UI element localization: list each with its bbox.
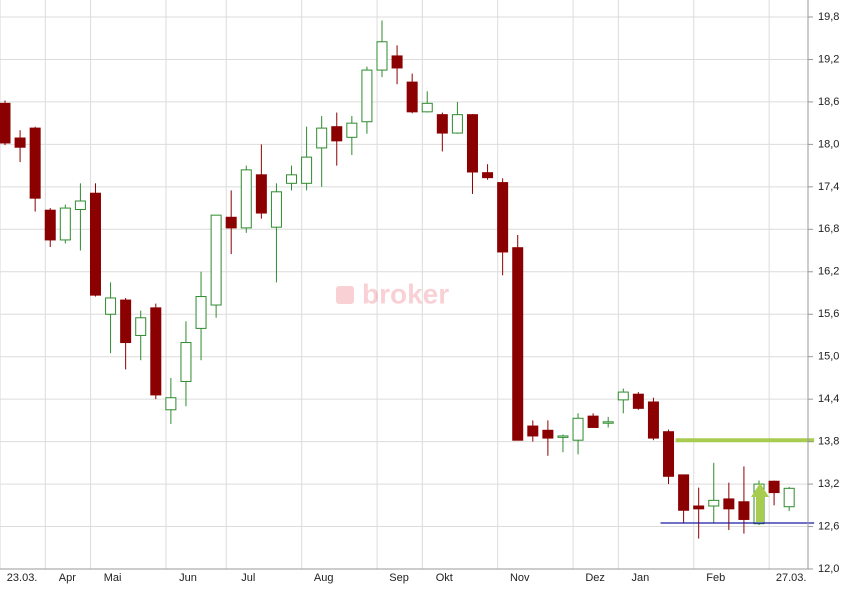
candle-body <box>708 499 720 507</box>
y-tick-label: 19,8 <box>818 11 839 23</box>
candle-body <box>180 342 192 382</box>
candle-body <box>270 191 282 228</box>
x-tick-label: 27.03. <box>776 572 807 584</box>
candle-body <box>572 417 584 441</box>
y-tick-label: 15,0 <box>818 351 839 363</box>
y-tick-label: 16,8 <box>818 223 839 235</box>
plot <box>0 20 815 539</box>
candle-body <box>59 207 71 241</box>
watermark-group: broker <box>336 278 449 309</box>
candle-body <box>120 299 132 344</box>
y-tick-label: 18,0 <box>818 138 839 150</box>
candle-body <box>693 505 705 510</box>
y-tick-label: 18,6 <box>818 96 839 108</box>
y-tick-label: 12,6 <box>818 520 839 532</box>
x-tick-label: Sep <box>389 572 409 584</box>
candle-body <box>195 296 207 329</box>
x-tick-label: Nov <box>510 572 530 584</box>
candle-body <box>602 421 614 424</box>
watermark-icon <box>336 286 354 304</box>
candle-body <box>44 209 56 241</box>
candle-body <box>632 393 644 409</box>
candle-body <box>663 431 675 477</box>
candle-body <box>542 429 554 439</box>
y-tick-label: 15,6 <box>818 308 839 320</box>
arrow <box>751 483 769 522</box>
candle-body <box>647 401 659 439</box>
y-tick-label: 19,2 <box>818 53 839 65</box>
y-tick-label: 13,2 <box>818 478 839 490</box>
candle-body <box>376 41 388 71</box>
candle-body <box>406 81 418 113</box>
x-tick-label: Aug <box>314 572 334 584</box>
x-tick-label: 23.03. <box>7 572 38 584</box>
x-tick-label: Jul <box>241 572 255 584</box>
candle-body <box>165 397 177 411</box>
candle-body <box>617 391 629 401</box>
candle-body <box>89 192 101 296</box>
x-tick-label: Apr <box>59 572 76 584</box>
watermark: broker <box>362 278 449 309</box>
candle-body <box>301 156 313 184</box>
y-tick-label: 16,2 <box>818 266 839 278</box>
candle-body <box>286 174 298 184</box>
x-tick-label: Jan <box>631 572 649 584</box>
candle-body <box>14 137 26 148</box>
y-tick-label: 17,4 <box>818 181 839 193</box>
candle-body <box>421 102 433 113</box>
candle-body <box>150 307 162 396</box>
candle-body <box>436 114 448 134</box>
candle-body <box>497 182 509 253</box>
candle-body <box>587 415 599 428</box>
candle-body <box>29 127 41 199</box>
candle-body <box>678 474 690 511</box>
candle-body <box>105 297 117 315</box>
y-tick-label: 14,4 <box>818 393 839 405</box>
candle-body <box>557 435 569 438</box>
candle-body <box>316 127 328 149</box>
candle-body <box>135 317 147 336</box>
candle-body <box>768 480 780 494</box>
x-tick-label: Feb <box>706 572 725 584</box>
candle-body <box>723 498 735 510</box>
candle-body <box>527 425 539 437</box>
x-tick-label: Dez <box>585 572 605 584</box>
candle-body <box>210 214 222 306</box>
candle-body <box>240 169 252 229</box>
candle-body <box>225 216 237 229</box>
candle-body <box>466 114 478 173</box>
y-tick-label: 12,0 <box>818 563 839 575</box>
candle-body <box>346 122 358 138</box>
x-tick-label: Jun <box>179 572 197 584</box>
candle-body <box>255 174 267 214</box>
candle-body <box>482 172 494 179</box>
candle-body <box>738 501 750 520</box>
x-tick-label: Okt <box>436 572 453 584</box>
x-tick-label: Mai <box>104 572 122 584</box>
candle-body <box>512 247 524 441</box>
candle-body <box>74 200 86 210</box>
y-tick-label: 13,8 <box>818 436 839 448</box>
candle-body <box>783 487 795 508</box>
grid <box>0 0 808 570</box>
candle-body <box>331 126 343 142</box>
candle-body <box>0 102 11 144</box>
candle-body <box>391 55 403 69</box>
candle-body <box>451 114 463 134</box>
candle-body <box>361 69 373 123</box>
